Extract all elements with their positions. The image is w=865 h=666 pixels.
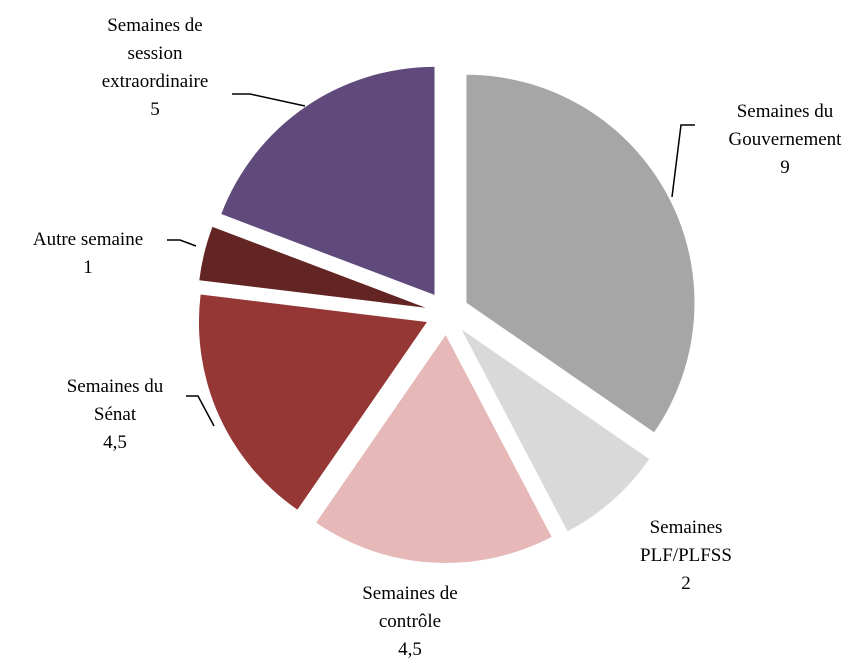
- leader-line: [167, 239, 197, 247]
- leader-line: [671, 124, 695, 198]
- slice-label: Semaines PLF/PLFSS 2: [631, 514, 741, 598]
- category-label: Semaines du Gouvernement: [728, 101, 842, 150]
- pie-slice: [316, 334, 552, 563]
- value-label: 5: [150, 99, 160, 120]
- value-label: 9: [780, 157, 790, 178]
- pie-slice: [199, 226, 426, 308]
- slice-label: Semaines de session extraordinaire 5: [80, 12, 230, 124]
- category-label: Semaines de contrôle: [362, 583, 458, 632]
- slice-label: Semaines du Gouvernement 9: [710, 98, 860, 182]
- slice-label: Semaines du Sénat 4,5: [50, 373, 180, 457]
- slice-label: Semaines de contrôle 4,5: [340, 580, 480, 664]
- category-label: Semaines du Sénat: [66, 376, 164, 425]
- category-label: Semaines PLF/PLFSS: [640, 517, 732, 566]
- value-label: 2: [681, 573, 691, 594]
- slice-label: Autre semaine 1: [0, 226, 188, 282]
- leader-line: [232, 93, 306, 107]
- leader-line: [186, 395, 215, 427]
- value-label: 4,5: [398, 639, 422, 660]
- pie-slice: [198, 294, 427, 510]
- value-label: 4,5: [103, 432, 127, 453]
- category-label: Autre semaine: [32, 229, 144, 250]
- pie-slice: [221, 66, 435, 295]
- pie-slice: [466, 74, 695, 433]
- pie-slice: [461, 329, 650, 532]
- value-label: 1: [83, 257, 93, 278]
- category-label: Semaines de session extraordinaire: [101, 15, 209, 92]
